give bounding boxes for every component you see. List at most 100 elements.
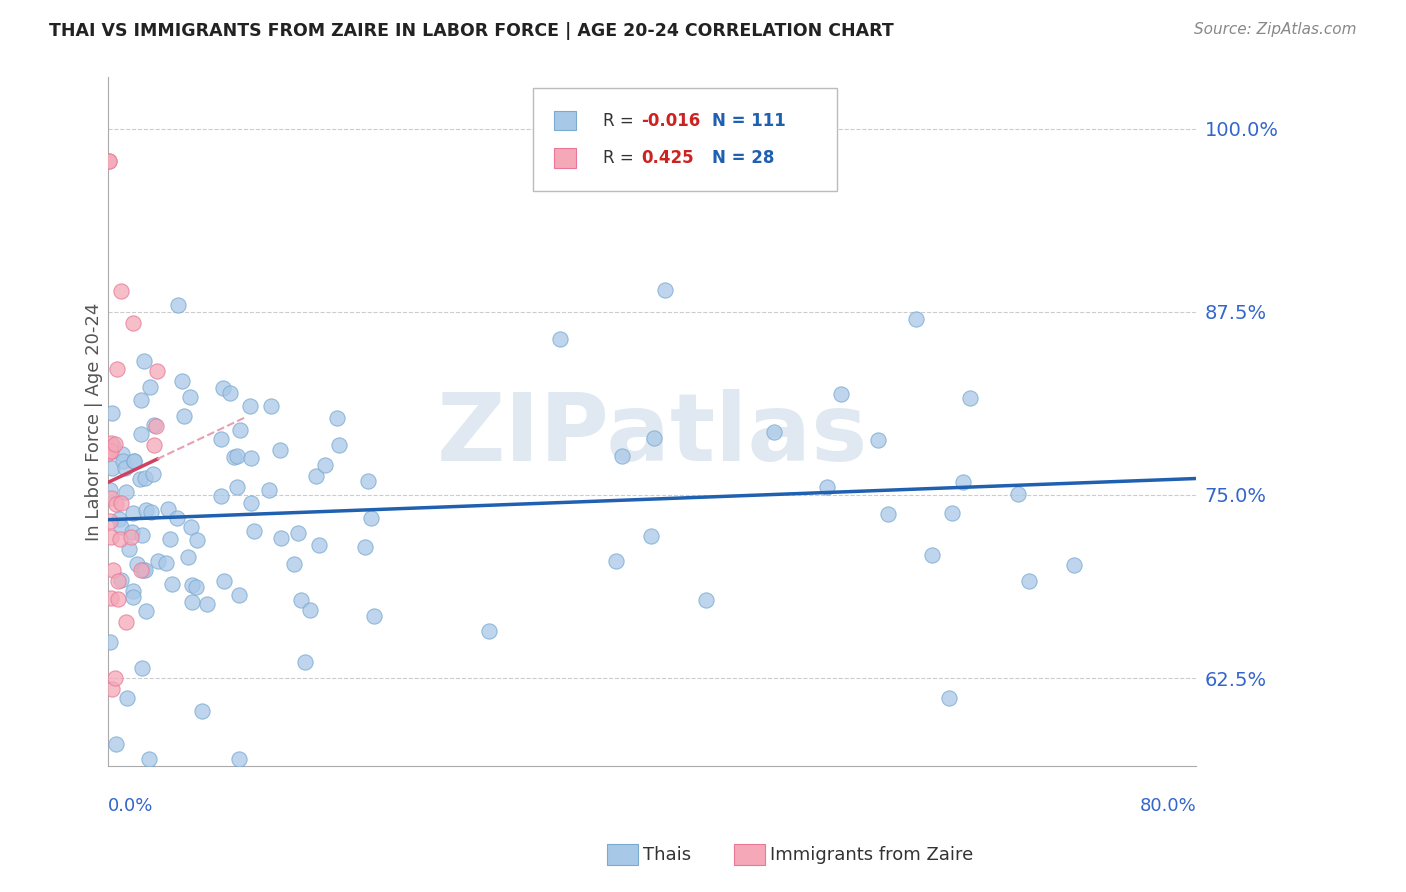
Point bbox=[354, 540, 377, 554]
Point bbox=[101, 563, 124, 577]
Point bbox=[142, 438, 165, 452]
Point bbox=[114, 461, 136, 475]
Point bbox=[135, 503, 157, 517]
Point bbox=[179, 390, 201, 404]
Point bbox=[104, 671, 127, 685]
Point bbox=[868, 433, 890, 447]
Point bbox=[107, 574, 129, 589]
Point bbox=[605, 554, 627, 568]
Point bbox=[921, 548, 943, 562]
Point bbox=[101, 406, 124, 420]
Point bbox=[122, 583, 145, 598]
Point bbox=[180, 519, 202, 533]
Point bbox=[283, 557, 305, 571]
Point bbox=[328, 438, 350, 452]
Point bbox=[114, 615, 136, 629]
Point bbox=[143, 418, 166, 433]
Point bbox=[763, 425, 786, 439]
Point bbox=[166, 511, 188, 525]
Point bbox=[138, 752, 160, 766]
Point bbox=[139, 380, 162, 394]
Y-axis label: In Labor Force | Age 20-24: In Labor Force | Age 20-24 bbox=[86, 302, 103, 541]
Point bbox=[181, 577, 204, 591]
Point bbox=[100, 530, 122, 544]
Point bbox=[121, 525, 143, 540]
Point bbox=[104, 497, 127, 511]
Point bbox=[260, 400, 283, 414]
Point bbox=[97, 446, 120, 460]
Point bbox=[941, 506, 963, 520]
Text: Immigrants from Zaire: Immigrants from Zaire bbox=[770, 846, 974, 863]
Point bbox=[100, 436, 122, 450]
Point bbox=[146, 554, 169, 568]
Point bbox=[1063, 558, 1085, 572]
Point bbox=[110, 573, 132, 587]
FancyBboxPatch shape bbox=[554, 112, 575, 130]
Text: Source: ZipAtlas.com: Source: ZipAtlas.com bbox=[1194, 22, 1357, 37]
Point bbox=[270, 532, 292, 546]
Point bbox=[224, 450, 246, 465]
Point bbox=[105, 362, 128, 376]
Point bbox=[110, 285, 132, 299]
Point bbox=[108, 512, 131, 526]
Point bbox=[363, 609, 385, 624]
Point bbox=[145, 419, 167, 434]
Point bbox=[478, 624, 501, 638]
Point bbox=[173, 409, 195, 423]
Point bbox=[167, 298, 190, 312]
Text: N = 111: N = 111 bbox=[711, 112, 786, 130]
Point bbox=[160, 576, 183, 591]
Point bbox=[104, 737, 127, 751]
Point bbox=[209, 489, 232, 503]
Point bbox=[122, 590, 145, 604]
Point bbox=[357, 474, 380, 488]
Point bbox=[643, 431, 665, 445]
Point bbox=[129, 392, 152, 407]
Point bbox=[98, 514, 121, 528]
Point bbox=[186, 533, 208, 548]
Point bbox=[287, 526, 309, 541]
Point bbox=[229, 423, 252, 437]
Text: THAI VS IMMIGRANTS FROM ZAIRE IN LABOR FORCE | AGE 20-24 CORRELATION CHART: THAI VS IMMIGRANTS FROM ZAIRE IN LABOR F… bbox=[49, 22, 894, 40]
Point bbox=[938, 690, 960, 705]
Point bbox=[177, 550, 200, 565]
Point bbox=[830, 386, 852, 401]
Point bbox=[98, 444, 121, 458]
Point bbox=[135, 603, 157, 617]
Point bbox=[612, 449, 634, 463]
Point bbox=[100, 444, 122, 458]
Point bbox=[120, 530, 142, 544]
Point bbox=[129, 427, 152, 442]
FancyBboxPatch shape bbox=[533, 87, 837, 191]
Text: 80.0%: 80.0% bbox=[1139, 797, 1197, 814]
Point bbox=[952, 475, 974, 489]
Point bbox=[305, 468, 328, 483]
Point bbox=[360, 511, 382, 525]
Point bbox=[269, 442, 291, 457]
Text: ZIPatlas: ZIPatlas bbox=[436, 390, 868, 482]
Point bbox=[141, 504, 163, 518]
Point bbox=[654, 283, 676, 297]
Point bbox=[122, 507, 145, 521]
Point bbox=[110, 496, 132, 510]
Text: R =: R = bbox=[603, 149, 640, 167]
Point bbox=[259, 483, 281, 497]
Point bbox=[219, 386, 242, 401]
Point bbox=[190, 704, 212, 718]
Point bbox=[128, 473, 150, 487]
Point bbox=[209, 432, 232, 446]
Point bbox=[225, 480, 247, 494]
Point bbox=[228, 752, 250, 766]
Point bbox=[107, 592, 129, 607]
Point bbox=[122, 454, 145, 468]
Point bbox=[131, 661, 153, 675]
Point bbox=[308, 538, 330, 552]
Point bbox=[129, 563, 152, 577]
Point bbox=[314, 458, 336, 473]
Point bbox=[326, 411, 349, 425]
Text: Thais: Thais bbox=[643, 846, 690, 863]
Point bbox=[132, 563, 155, 577]
Point bbox=[103, 437, 125, 451]
Point bbox=[290, 593, 312, 607]
Point bbox=[159, 532, 181, 546]
